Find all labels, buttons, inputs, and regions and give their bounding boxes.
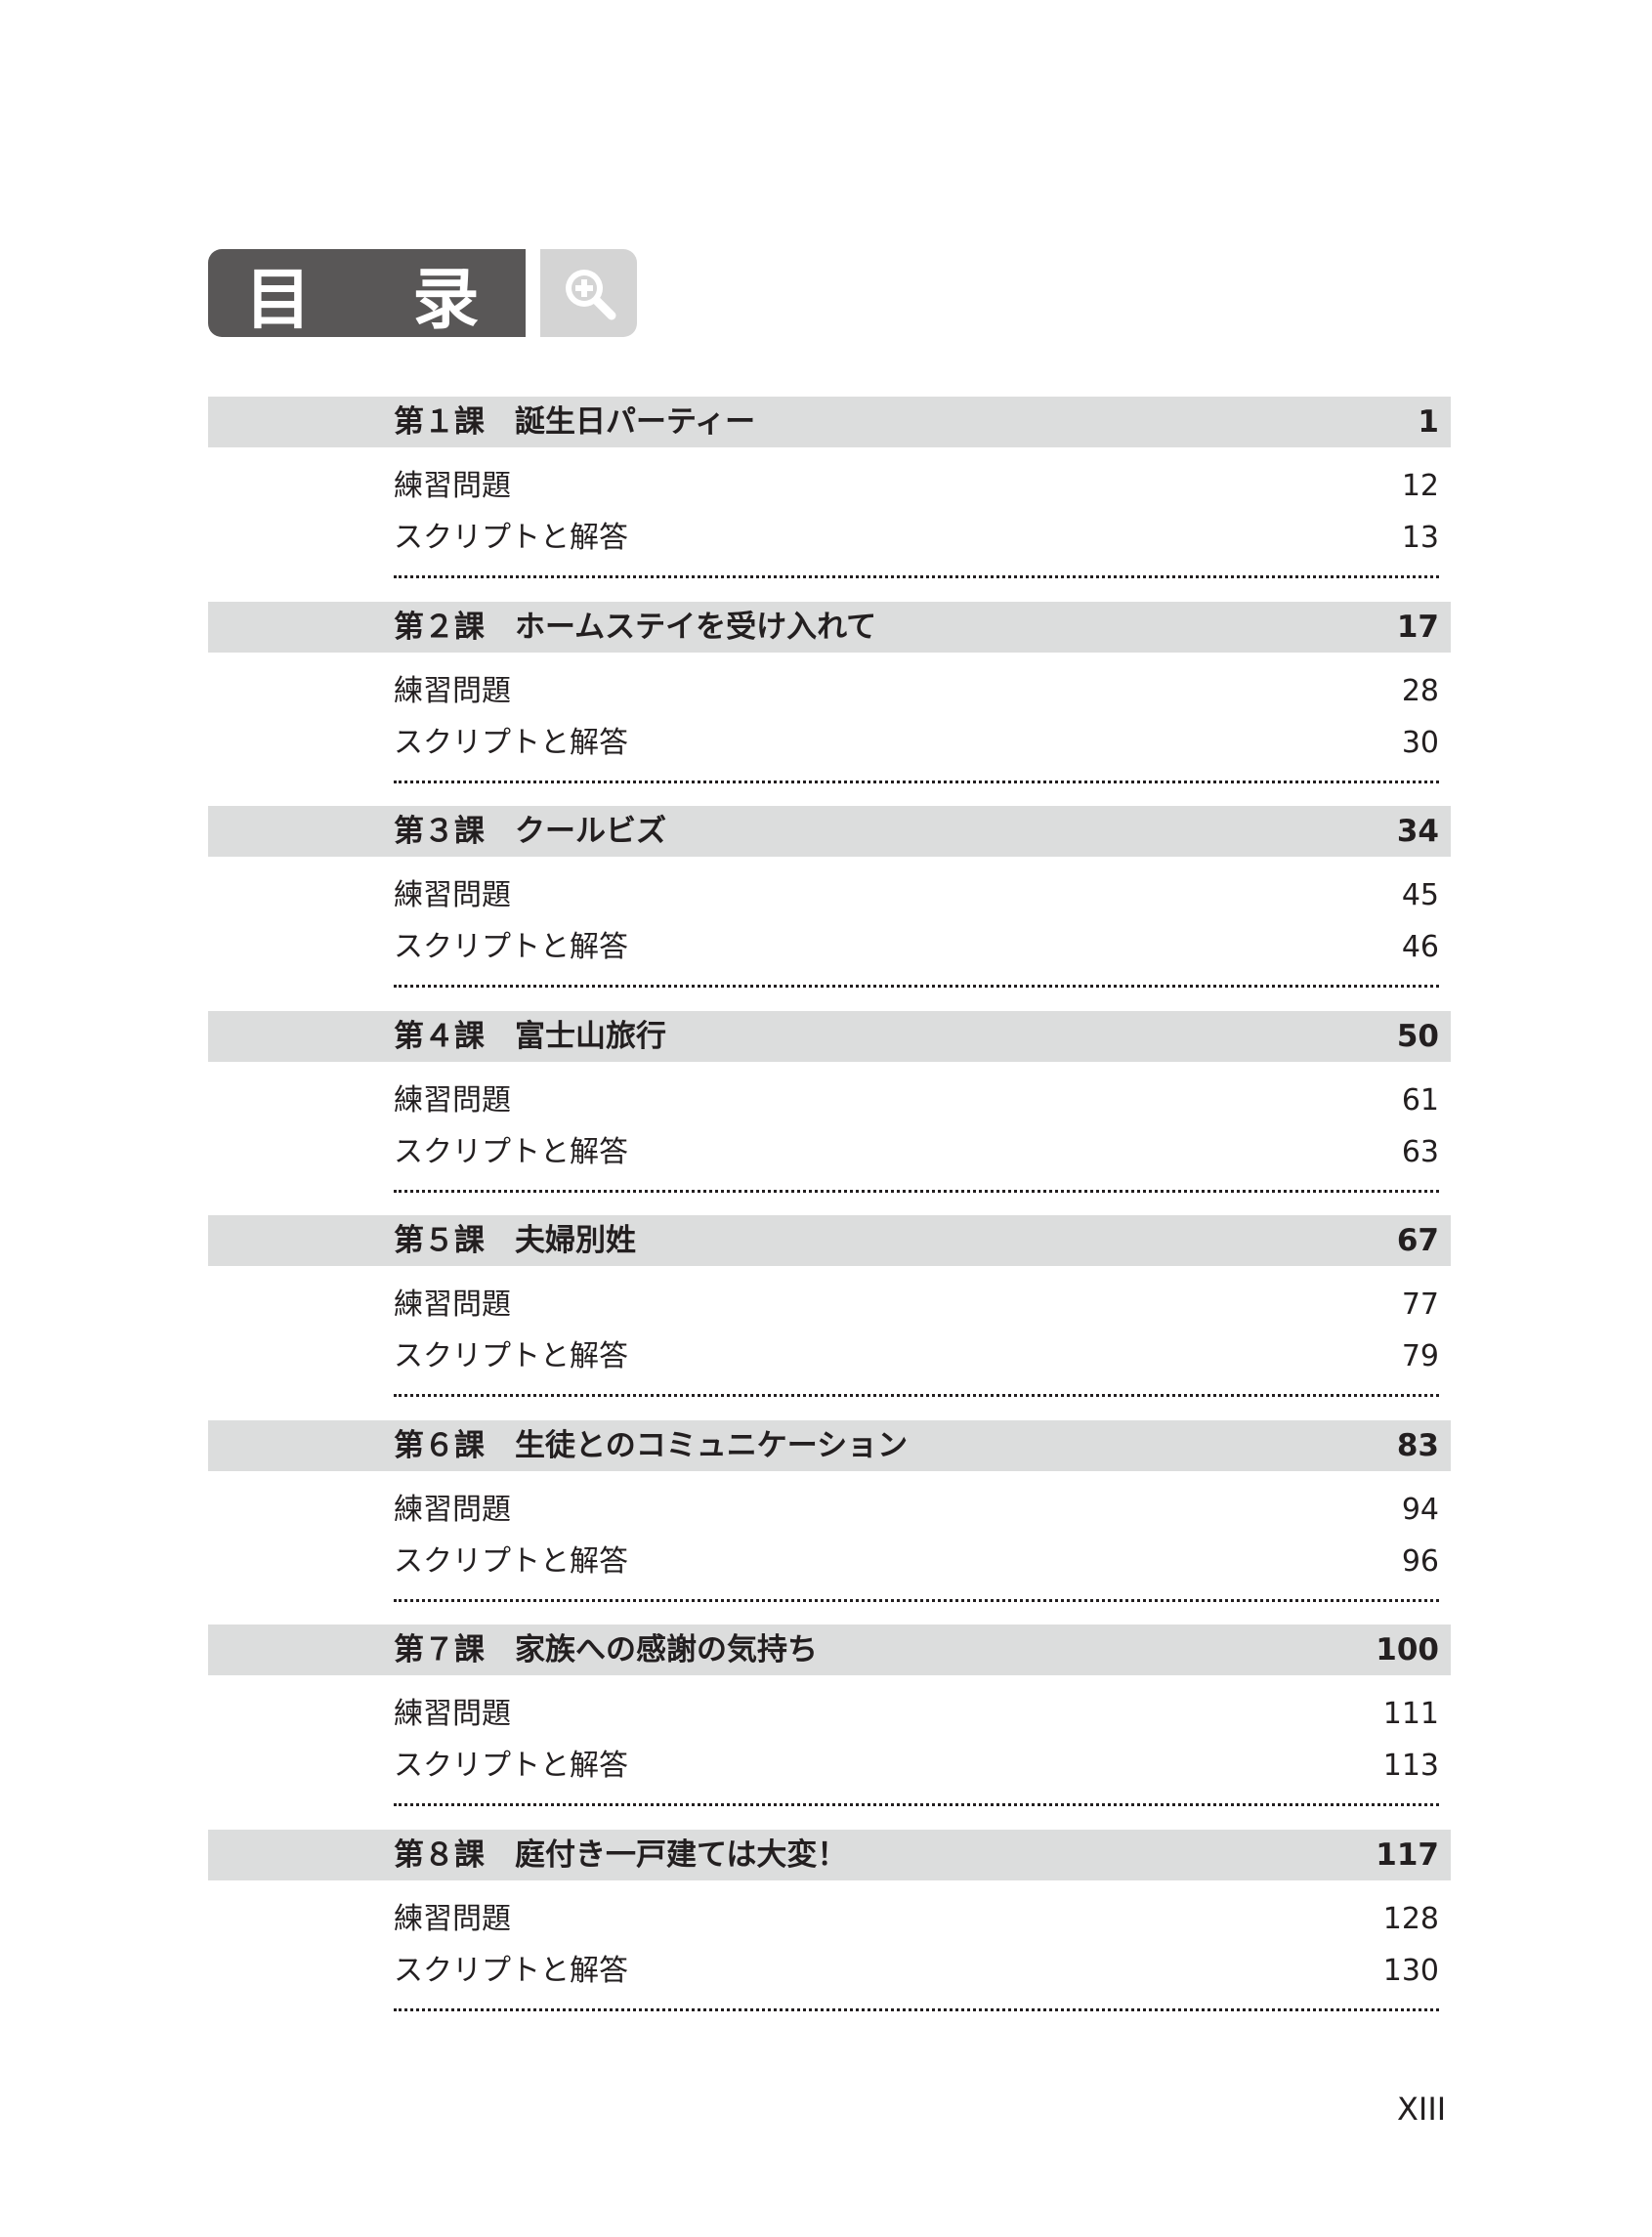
section-page: 94: [1401, 1492, 1439, 1527]
chapter-title[interactable]: 第２課 ホームステイを受け入れて: [394, 609, 877, 645]
chapter-page: 1: [1418, 404, 1439, 440]
section-title[interactable]: スクリプトと解答: [394, 1134, 628, 1169]
section-title[interactable]: 練習問題: [394, 1697, 511, 1731]
section-page: 28: [1401, 673, 1439, 708]
section-page: 45: [1401, 878, 1439, 912]
chapter-bar: [208, 1829, 1451, 1880]
chapter-bar: [208, 1625, 1451, 1675]
chapter-title[interactable]: 第５課 夫婦別姓: [394, 1223, 636, 1258]
section-title[interactable]: 練習問題: [394, 469, 511, 503]
chapter-bar: [208, 397, 1451, 447]
chapter-bar: [208, 1010, 1451, 1062]
dotted-divider: [394, 1189, 1439, 1193]
chapter-title[interactable]: 第６課 生徒とのコミュニケーション: [394, 1427, 909, 1463]
section-page: 12: [1401, 469, 1439, 503]
chapter-title[interactable]: 第８課 庭付き一戸建ては大変！: [394, 1836, 848, 1873]
section-page: 113: [1382, 1749, 1439, 1783]
section-title[interactable]: スクリプトと解答: [394, 1339, 628, 1373]
section-title[interactable]: スクリプトと解答: [394, 1543, 628, 1579]
toc-chapter: 第７課 家族への感謝の気持ち 100 練習問題 111 スクリプトと解答 113: [0, 1625, 1652, 1830]
chapter-bar: [208, 1215, 1451, 1266]
section-title[interactable]: 練習問題: [394, 1901, 511, 1936]
toc-chapter: 第５課 夫婦別姓 67 練習問題 77 スクリプトと解答 79: [0, 1215, 1652, 1420]
chapter-page: 17: [1396, 609, 1439, 645]
dotted-divider: [394, 985, 1439, 988]
chapter-bar: [208, 601, 1451, 653]
section-title[interactable]: スクリプトと解答: [394, 521, 628, 555]
section-page: 46: [1401, 930, 1439, 964]
chapter-bar: [208, 1419, 1451, 1471]
section-page: 111: [1382, 1697, 1439, 1731]
chapter-bar: [208, 806, 1451, 857]
section-title[interactable]: スクリプトと解答: [394, 1749, 628, 1783]
chapter-title[interactable]: 第１課 誕生日パーティー: [394, 404, 756, 440]
dotted-divider: [394, 780, 1439, 783]
toc-chapter: 第３課 クールビズ 34 練習問題 45 スクリプトと解答 46: [0, 806, 1652, 1011]
section-page: 63: [1401, 1134, 1439, 1169]
section-page: 96: [1401, 1543, 1439, 1579]
magnifier-plus-icon: [540, 249, 637, 337]
toc-chapter: 第１課 誕生日パーティー 1 練習問題 12 スクリプトと解答 13: [0, 397, 1652, 602]
toc-chapter: 第２課 ホームステイを受け入れて 17 練習問題 28 スクリプトと解答 30: [0, 601, 1652, 807]
dotted-divider: [394, 2007, 1439, 2011]
section-page: 77: [1401, 1287, 1439, 1322]
chapter-title[interactable]: 第７課 家族への感謝の気持ち: [394, 1632, 818, 1667]
chapter-page: 67: [1396, 1223, 1439, 1258]
chapter-page: 83: [1396, 1427, 1439, 1463]
chapter-page: 50: [1396, 1018, 1439, 1054]
toc-title: 目 录: [208, 249, 526, 339]
toc-chapter: 第６課 生徒とのコミュニケーション 83 練習問題 94 スクリプトと解答 96: [0, 1419, 1652, 1625]
section-title[interactable]: スクリプトと解答: [394, 1953, 628, 1988]
section-page: 13: [1401, 521, 1439, 555]
section-title[interactable]: 練習問題: [394, 878, 511, 912]
section-title[interactable]: スクリプトと解答: [394, 930, 628, 964]
page-number: XIII: [1397, 2090, 1447, 2128]
chapter-title[interactable]: 第４課 富士山旅行: [394, 1018, 666, 1054]
section-title[interactable]: 練習問題: [394, 1287, 511, 1322]
chapter-page: 34: [1396, 814, 1439, 849]
section-page: 130: [1382, 1953, 1439, 1988]
section-title[interactable]: 練習問題: [394, 1082, 511, 1118]
section-title[interactable]: 練習問題: [394, 673, 511, 708]
chapter-page: 117: [1376, 1836, 1439, 1873]
dotted-divider: [394, 1394, 1439, 1397]
toc-chapter: 第４課 富士山旅行 50 練習問題 61 スクリプトと解答 63: [0, 1010, 1652, 1216]
section-page: 79: [1401, 1339, 1439, 1373]
section-title[interactable]: 練習問題: [394, 1492, 511, 1527]
dotted-divider: [394, 575, 1439, 578]
chapter-title[interactable]: 第３課 クールビズ: [394, 814, 666, 849]
section-page: 30: [1401, 725, 1439, 760]
section-page: 128: [1382, 1901, 1439, 1936]
chapter-page: 100: [1376, 1632, 1439, 1667]
section-page: 61: [1401, 1082, 1439, 1118]
dotted-divider: [394, 1598, 1439, 1602]
section-title[interactable]: スクリプトと解答: [394, 725, 628, 760]
dotted-divider: [394, 1803, 1439, 1806]
toc-chapter: 第８課 庭付き一戸建ては大変！ 117 練習問題 128 スクリプトと解答 130: [0, 1829, 1652, 2035]
